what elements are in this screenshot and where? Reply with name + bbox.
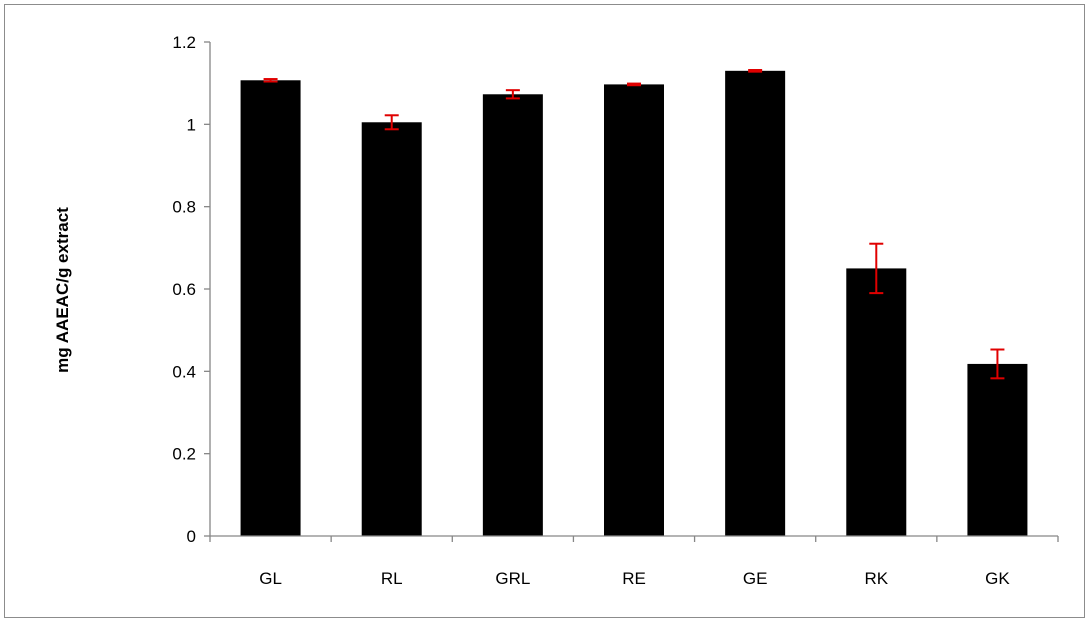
y-ticks-group: 0 0.2 0.4 0.6 0.8 1 1.2 [172,33,210,546]
y-tick-label: 1 [187,115,196,134]
y-axis-title-group: mg AAEAC/g extract [53,207,72,373]
y-tick-label: 0 [187,527,196,546]
x-tick-label-rk: RK [864,569,888,588]
y-tick-label: 0.4 [172,362,196,381]
y-tick-label: 0.8 [172,198,196,217]
x-tick-label-gl: GL [259,569,282,588]
error-bar-grl [505,89,520,100]
x-tick-label-grl: GRL [495,569,530,588]
bar-rk [846,268,907,536]
error-bar-re [627,82,641,87]
error-bar-ge [748,68,763,73]
error-bar-rk [869,242,884,295]
bars-group [240,70,1028,537]
bar-gk [967,363,1028,536]
bar-grl [482,94,543,536]
error-bar-rl [384,114,399,131]
x-tick-label-gk: GK [985,569,1010,588]
bar-ge [725,70,786,537]
bar-gl [240,80,301,536]
bar-re [604,84,664,536]
y-tick-label: 1.2 [172,33,196,52]
bar-rl [361,122,422,537]
y-axis-title: mg AAEAC/g extract [53,207,72,373]
y-tick-label: 0.2 [172,445,196,464]
error-bar-gl [263,78,278,83]
x-ticks-group: GL RL GRL RE GE RK GK [209,536,1059,588]
x-tick-label-ge: GE [743,569,768,588]
y-tick-label: 0.6 [172,280,196,299]
x-tick-label-rl: RL [381,569,403,588]
error-bar-gk [990,348,1005,380]
error-bars-group [263,68,1005,380]
x-tick-label-re: RE [622,569,646,588]
